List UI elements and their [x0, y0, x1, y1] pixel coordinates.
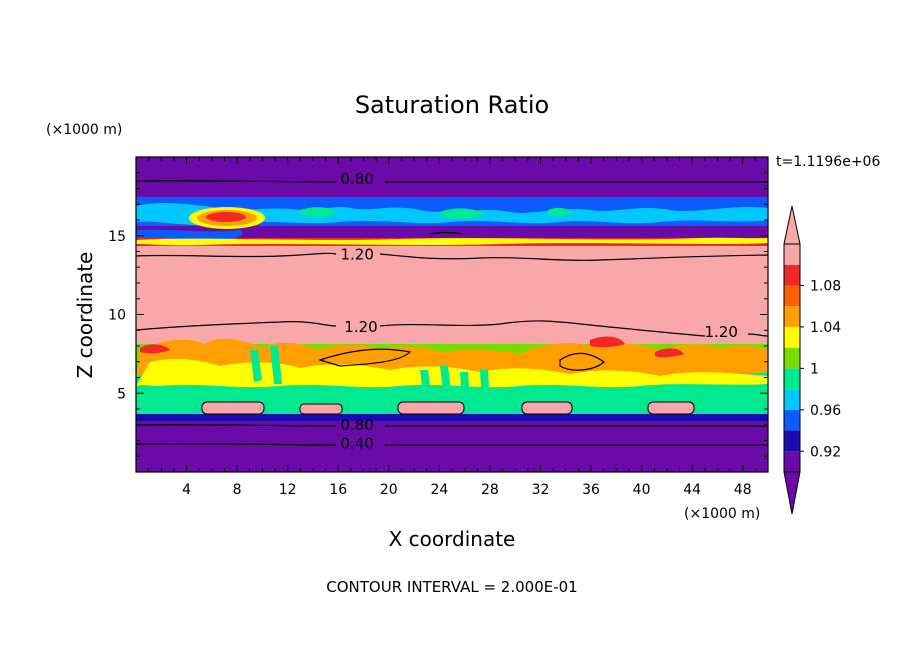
x-tick-label: 20 [380, 482, 398, 498]
x-tick-label: 4 [182, 482, 191, 498]
contour-line-1.20-lower [136, 320, 768, 337]
x-axis: 4 8 12 16 20 24 28 32 36 40 44 48 [148, 157, 756, 498]
lower-green-columns [250, 346, 490, 404]
x-tick-label: 12 [279, 482, 297, 498]
lower-cloud-box-1 [201, 401, 265, 415]
colorbar-swatch [784, 306, 800, 327]
band-lower-transition [136, 412, 768, 421]
colorbar-swatch [784, 264, 800, 286]
y-axis: 5 10 15 [108, 172, 768, 457]
colorbar-swatch [784, 368, 800, 390]
colorbar-swatch [784, 451, 800, 472]
contour-interval-footer: CONTOUR INTERVAL = 2.000E-01 [326, 578, 577, 596]
lower-cloud-box-5 [647, 401, 695, 415]
x-tick-label: 36 [582, 482, 600, 498]
chart-title: Saturation Ratio [355, 91, 549, 119]
colorbar-swatch [784, 326, 800, 348]
x-tick-label: 28 [481, 482, 499, 498]
contour-label: 1.20 [340, 246, 373, 264]
band-supersaturated [136, 244, 768, 344]
contour-label: 0.80 [340, 170, 373, 188]
x-tick-label: 8 [233, 482, 242, 498]
y-tick-label: 5 [117, 386, 126, 402]
contour-lines [136, 180, 768, 446]
colorbar-label: 0.92 [810, 444, 841, 460]
contour-label: 1.20 [705, 323, 738, 341]
contour-label: 1.20 [344, 318, 377, 336]
contour-label: 0.40 [340, 435, 373, 453]
colorbar-swatch [784, 285, 800, 307]
colorbar-swatch [784, 244, 800, 265]
x-tick-label: 40 [633, 482, 651, 498]
y-unit-label: (×1000 m) [46, 122, 122, 138]
colorbar-extend-bottom [783, 471, 801, 515]
x-tick-label: 44 [683, 482, 701, 498]
contour-line-0.80-lower [136, 424, 768, 427]
contour-label: 0.80 [340, 416, 373, 434]
contour-line-1.20-mid [318, 348, 605, 371]
y-tick-label: 10 [108, 308, 126, 324]
colorbar-swatch [784, 347, 800, 369]
x-tick-label: 24 [430, 482, 448, 498]
band-top [136, 157, 768, 197]
mid-layer-yellow [136, 359, 768, 388]
contour-line-1.20-upper [136, 252, 768, 261]
x-axis-label: X coordinate [389, 527, 516, 551]
upper-cloud-hotspot-red [206, 212, 246, 222]
colorbar-swatch [784, 389, 800, 410]
x-tick-label: 32 [532, 482, 550, 498]
x-tick-label: 48 [734, 482, 752, 498]
colorbar-label: 1 [810, 361, 819, 377]
band-tropopause [136, 224, 768, 238]
upper-yellow-streak [136, 237, 768, 246]
colorbar-swatch [784, 409, 800, 431]
colorbar-swatch [784, 430, 800, 452]
lower-cloud-box-4 [521, 401, 573, 415]
y-axis-label: Z coordinate [73, 252, 97, 379]
upper-blue-streaks [136, 229, 243, 241]
contour-line-small-upper [429, 231, 463, 235]
contour-labels: 0.801.201.20 1.200.800.40 [340, 170, 737, 453]
x-unit-label: (×1000 m) [684, 506, 760, 522]
colorbar-extend-top [783, 205, 801, 245]
contour-line-0.80-top [136, 180, 768, 183]
x-tick-label: 16 [329, 482, 347, 498]
upper-cloud-green [300, 207, 572, 219]
colorbar-frame [783, 243, 801, 473]
lower-cloud-box-2 [299, 403, 343, 415]
plot-field [136, 157, 768, 472]
time-label: t=1.1196e+06 [776, 154, 880, 170]
colorbar-label: 0.96 [810, 403, 841, 419]
contour-line-0.40 [136, 443, 768, 446]
colorbar-label: 1.08 [810, 278, 841, 294]
colorbar-label: 1.04 [810, 320, 841, 336]
lower-cloud-box-3 [397, 401, 465, 415]
y-tick-label: 15 [108, 229, 126, 245]
colorbar: 0.92 0.96 1 1.04 1.08 [783, 205, 841, 515]
